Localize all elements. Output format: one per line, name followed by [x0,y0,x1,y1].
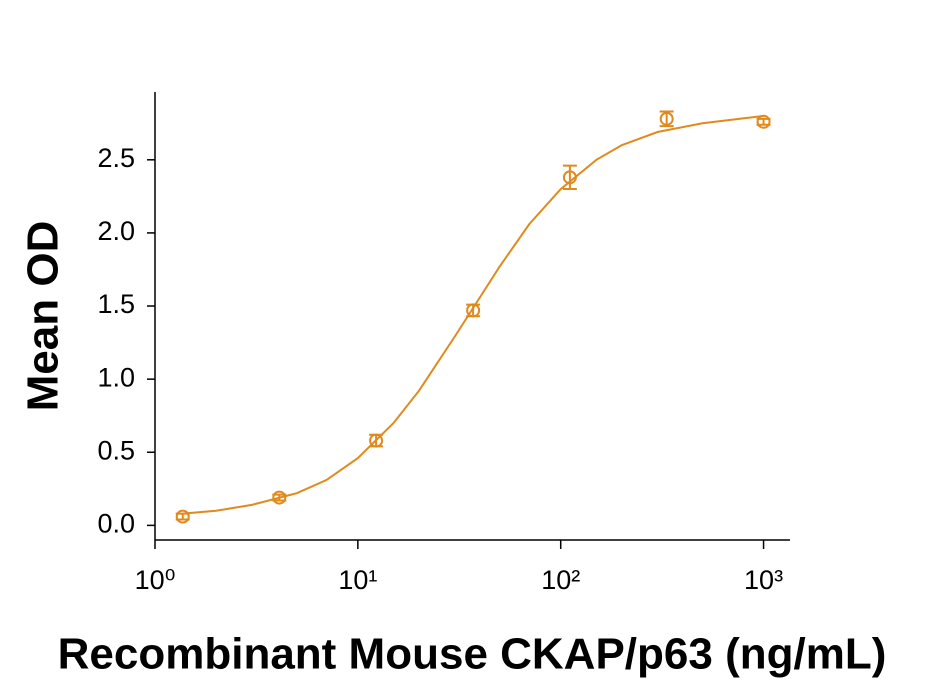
x-axis-title: Recombinant Mouse CKAP/p63 (ng/mL) [58,630,887,679]
data-point [369,433,384,448]
error-bar [659,110,674,128]
y-axis-title: Mean OD [19,221,68,412]
y-tick-label: 2.5 [97,143,135,173]
y-tick-label: 0.5 [97,435,135,465]
y-tick-label: 2.0 [97,216,135,246]
x-tick-label: 10⁰ [135,565,176,595]
data-point [175,509,190,524]
data-point [756,114,771,129]
error-bar [562,164,577,191]
data-point [659,111,674,126]
data-point [272,490,287,505]
y-tick-label: 1.5 [97,289,135,319]
y-tick-label: 0.0 [97,509,135,539]
x-tick-label: 10¹ [338,565,377,595]
data-point [466,303,481,318]
x-tick-label: 10² [541,565,580,595]
x-tick-label: 10³ [744,565,783,595]
data-point [562,170,577,185]
y-tick-label: 1.0 [97,362,135,392]
